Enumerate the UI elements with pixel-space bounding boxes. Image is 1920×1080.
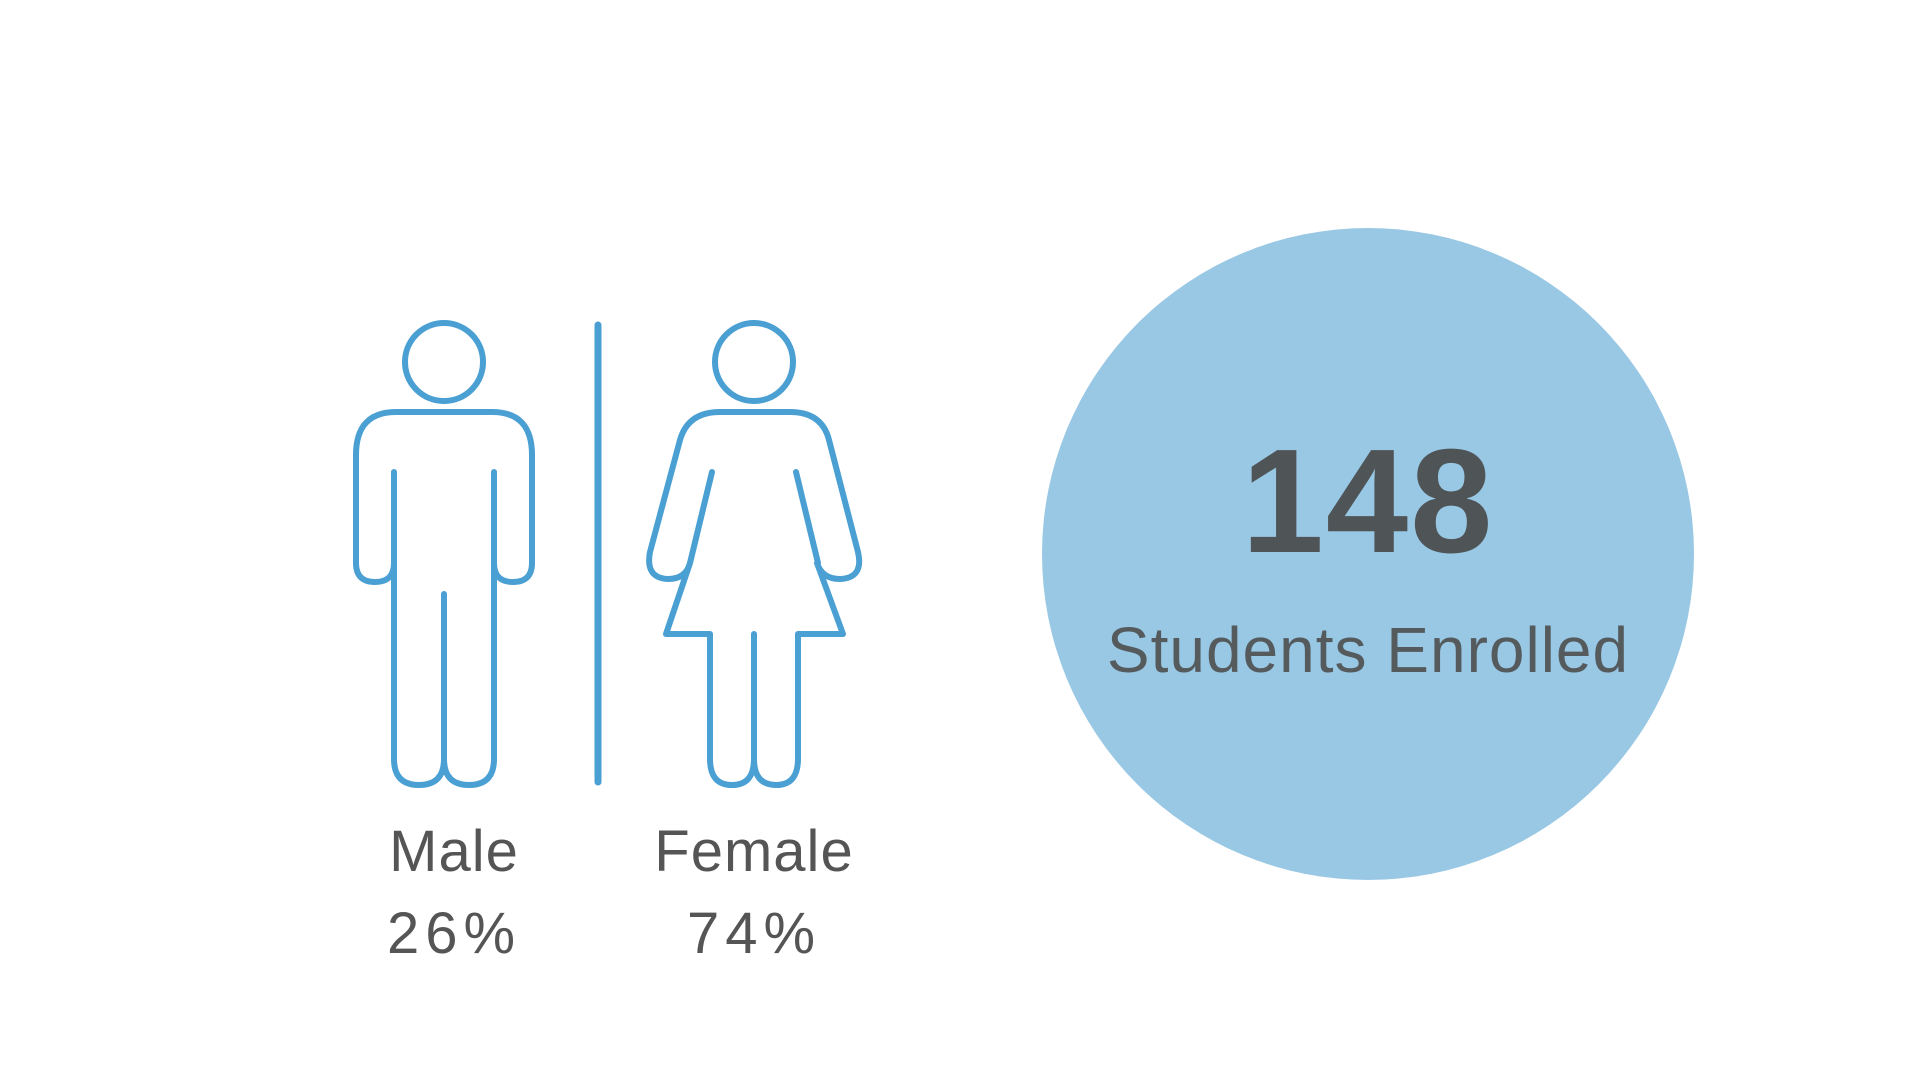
male-figure-icon bbox=[353, 320, 535, 788]
male-percent: 26% bbox=[386, 901, 522, 966]
enrollment-count: 148 bbox=[1241, 419, 1495, 584]
female-figure-icon bbox=[646, 320, 863, 788]
enrollment-label: Students Enrolled bbox=[1106, 614, 1630, 686]
enrollment-circle bbox=[1042, 228, 1694, 880]
female-label: Female bbox=[654, 819, 854, 884]
male-label: Male bbox=[389, 819, 519, 884]
female-percent: 74% bbox=[686, 901, 822, 966]
